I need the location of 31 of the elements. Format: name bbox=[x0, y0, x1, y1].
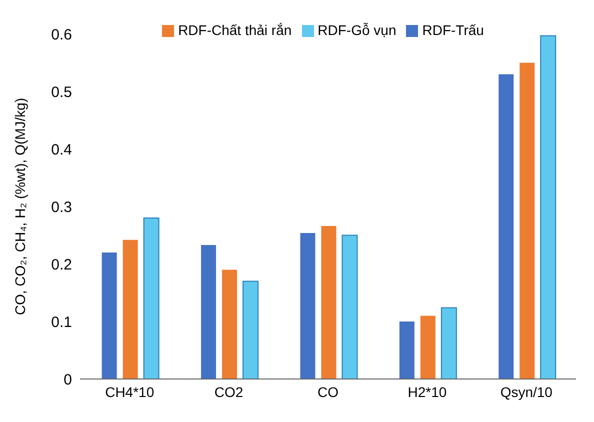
x-tick-label: CO bbox=[318, 384, 339, 400]
bar bbox=[420, 316, 436, 379]
bar bbox=[321, 226, 336, 379]
x-tick-label: CO2 bbox=[214, 384, 244, 400]
bar bbox=[399, 322, 414, 379]
bar bbox=[342, 234, 358, 379]
bar bbox=[440, 307, 457, 379]
bar bbox=[102, 252, 117, 379]
legend-label: RDF-Trấu bbox=[422, 22, 484, 38]
bar bbox=[242, 280, 259, 379]
x-tick-label: CH4*10 bbox=[105, 384, 154, 400]
bar bbox=[222, 270, 238, 379]
bar bbox=[143, 218, 160, 379]
y-tick-label: 0.1 bbox=[51, 314, 72, 331]
bar bbox=[201, 245, 216, 379]
bar bbox=[540, 35, 556, 379]
bar bbox=[498, 74, 514, 379]
y-tick-label: 0.3 bbox=[51, 198, 72, 216]
y-tick-label: 0.4 bbox=[51, 141, 72, 158]
bar bbox=[300, 232, 316, 379]
bar bbox=[520, 62, 535, 379]
y-axis-title: CO, CO₂, CH₄, H₂ (%wt), Q(MJ/kg) bbox=[12, 98, 28, 316]
bar bbox=[122, 240, 138, 379]
y-tick-label: 0.5 bbox=[51, 84, 72, 101]
y-tick-label: 0.6 bbox=[51, 26, 72, 44]
legend-label: RDF-Chất thải rắn bbox=[178, 22, 292, 38]
legend-label: RDF-Gỗ vụn bbox=[318, 22, 396, 38]
y-tick-label: 0.2 bbox=[51, 256, 72, 274]
y-tick-label: 0 bbox=[64, 371, 72, 388]
x-tick-label: Qsyn/10 bbox=[500, 384, 553, 400]
x-tick-label: H2*10 bbox=[408, 384, 447, 400]
